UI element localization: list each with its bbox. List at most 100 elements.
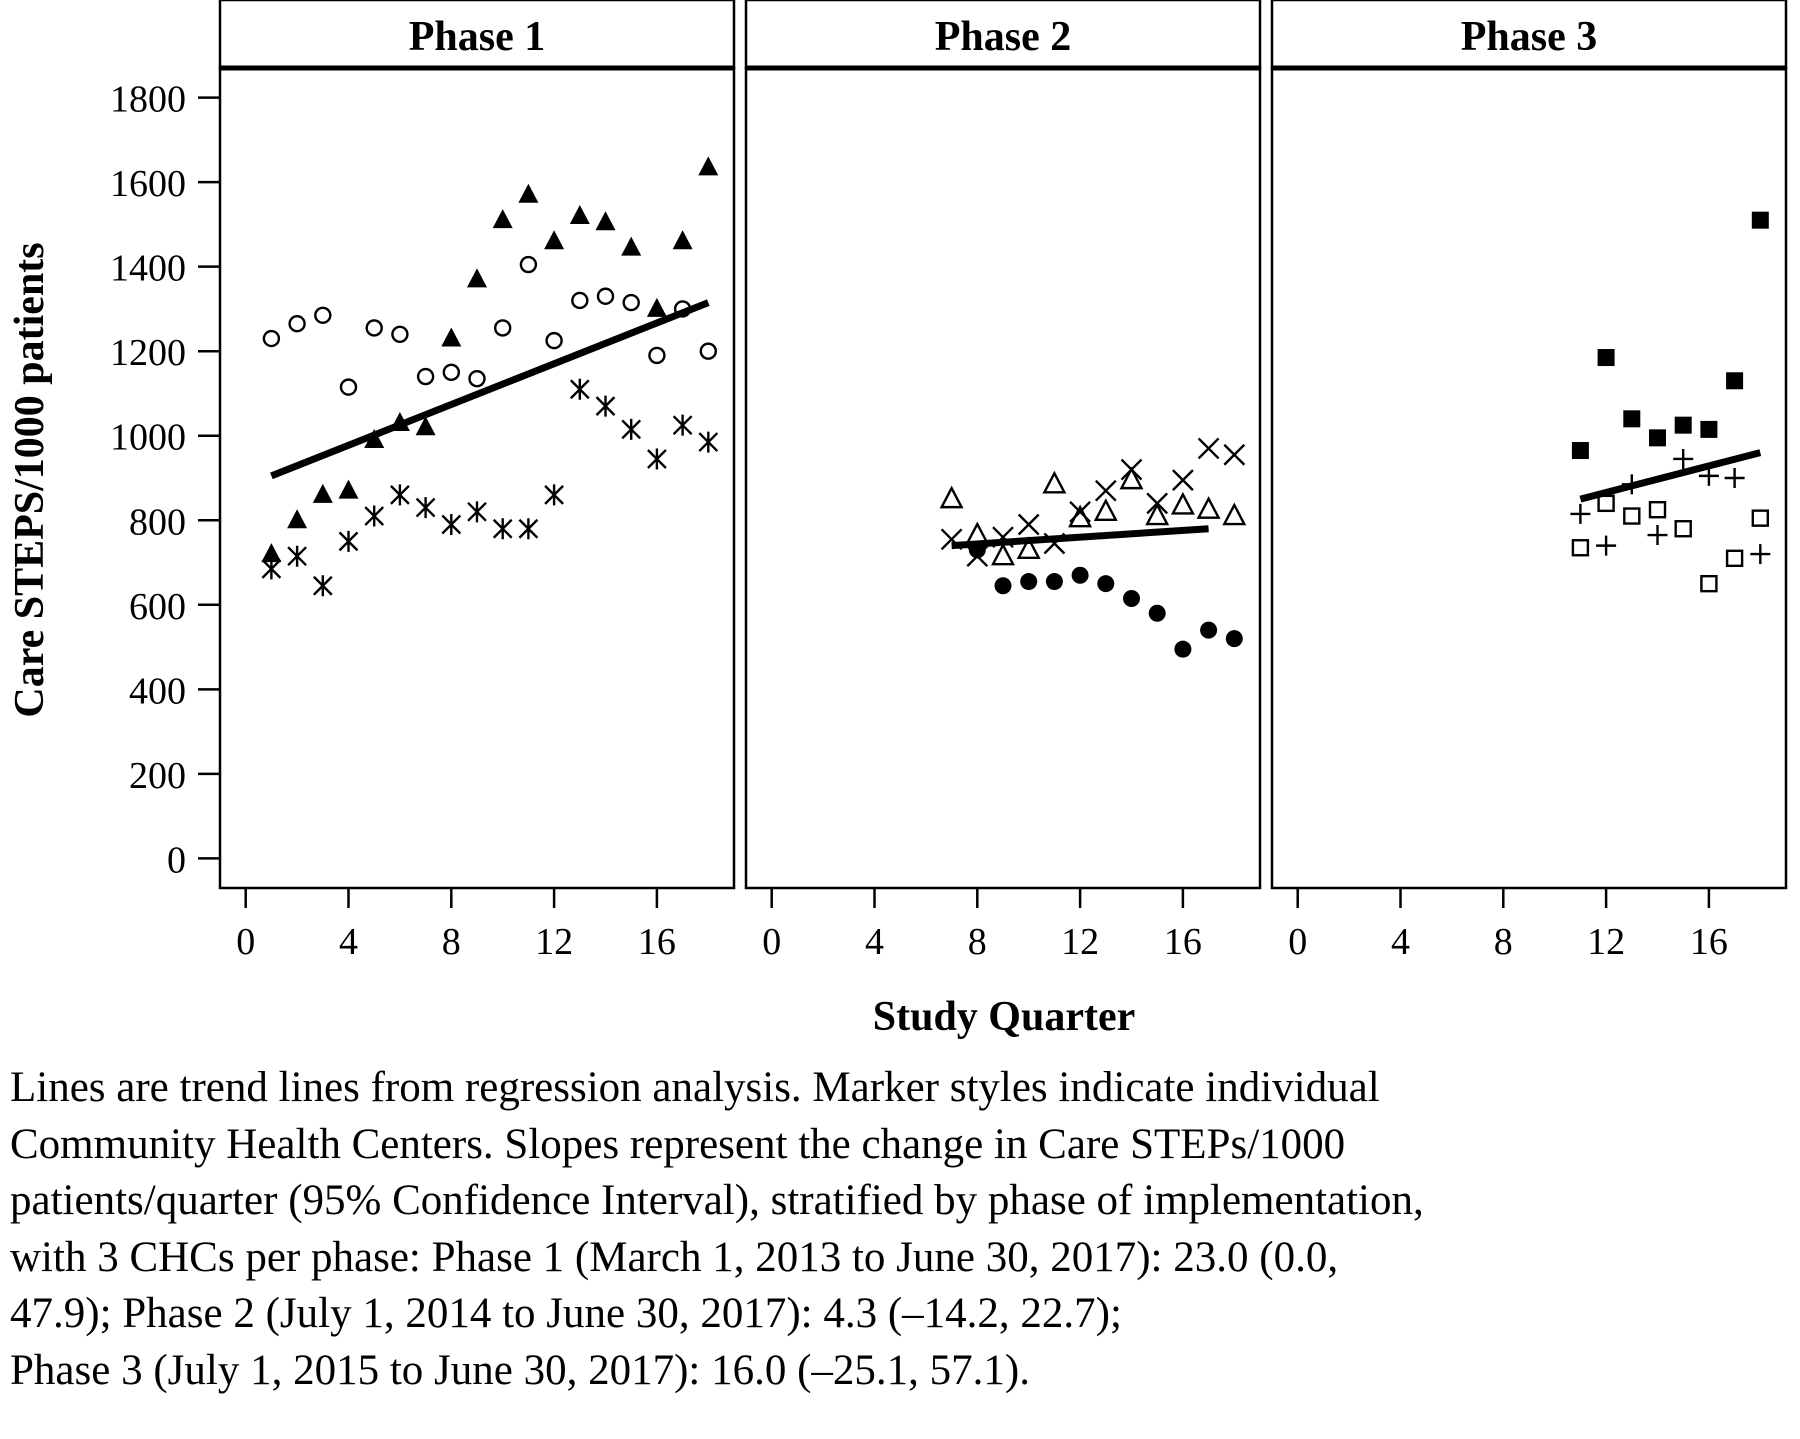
data-point: [1597, 494, 1615, 513]
data-point: [595, 395, 616, 417]
data-point: [1196, 496, 1221, 519]
x-axis-title: Study Quarter: [873, 994, 1136, 1040]
data-point: [1648, 501, 1667, 519]
data-point: [338, 530, 359, 552]
y-tick-label: 600: [129, 586, 186, 628]
data-point: [621, 236, 642, 256]
data-point: [518, 183, 539, 203]
series-plus: [1570, 448, 1771, 565]
data-point: [544, 484, 564, 506]
data-point: [261, 558, 282, 580]
data-point: [314, 306, 332, 324]
data-point: [287, 545, 307, 567]
y-tick-label: 800: [129, 501, 186, 543]
data-point: [1674, 416, 1692, 434]
data-point: [939, 485, 964, 509]
data-point: [1225, 630, 1243, 648]
data-point: [287, 509, 308, 529]
data-point: [1647, 525, 1668, 546]
data-point: [1223, 443, 1246, 466]
data-point: [467, 501, 487, 523]
data-point: [1145, 502, 1170, 526]
data-point: [647, 448, 667, 470]
y-axis-title: Care STEPS/1000 patients: [7, 242, 53, 717]
data-point: [1042, 470, 1067, 494]
data-point: [519, 255, 538, 274]
trend-line: [270, 299, 710, 480]
data-point: [1172, 469, 1194, 491]
panel-1: Phase 1 0 4 8 12 16: [218, 0, 736, 963]
data-point: [492, 518, 513, 540]
data-point: [441, 327, 462, 347]
panel-title-strip: [1270, 0, 1788, 70]
data-point: [1596, 535, 1617, 556]
data-point: [338, 479, 359, 499]
data-point: [391, 325, 409, 343]
panel-title: Phase 3: [1461, 14, 1598, 60]
y-tick-label: 1600: [110, 163, 186, 205]
x-tick-label: 0: [762, 921, 781, 963]
series-asterisk: [261, 378, 719, 597]
data-point: [1700, 574, 1718, 593]
y-axis: 0 200 400 600 800 1000 1200 1400 1600 1800: [110, 79, 220, 881]
data-point: [262, 329, 281, 348]
data-point: [595, 211, 616, 231]
data-point: [622, 293, 640, 312]
panel-title-strip: [744, 0, 1262, 70]
data-point: [596, 287, 615, 305]
data-point: [1649, 429, 1666, 447]
data-point: [1094, 479, 1117, 502]
data-point: [1170, 491, 1195, 515]
data-point: [441, 513, 462, 535]
data-point: [1071, 566, 1089, 584]
x-tick-label: 4: [1391, 921, 1410, 963]
panel-title: Phase 2: [935, 14, 1072, 60]
x-tick-label: 0: [236, 921, 255, 963]
data-point: [1750, 544, 1771, 565]
x-tick-label: 8: [968, 921, 987, 963]
data-point: [569, 204, 590, 224]
data-point: [1751, 509, 1770, 527]
data-point: [494, 319, 512, 337]
x-tick-label: 12: [1587, 921, 1625, 963]
series-open-triangle: [939, 466, 1247, 566]
x-tick-label: 4: [339, 921, 358, 963]
data-point: [339, 378, 358, 396]
panel-title: Phase 1: [409, 14, 546, 60]
panel-3: Phase 3 0 4 8 12 16: [1270, 0, 1788, 963]
series-filled-square: [1571, 211, 1769, 460]
data-point: [492, 209, 513, 229]
data-point: [672, 230, 693, 250]
y-tick-label: 400: [129, 670, 186, 712]
data-point: [1700, 420, 1718, 438]
y-tick-label: 1000: [110, 417, 186, 459]
data-point: [1597, 349, 1615, 367]
panel-2: Phase 2 0 4 8 12 16: [744, 0, 1262, 963]
data-point: [648, 346, 666, 365]
data-point: [312, 483, 333, 503]
data-point: [1120, 458, 1143, 481]
x-tick-label: 8: [442, 921, 461, 963]
x-tick-label: 4: [865, 921, 884, 963]
series-open-circle: [262, 255, 717, 396]
data-point: [518, 518, 539, 540]
y-tick-label: 1200: [110, 332, 186, 374]
chart-panels: Phase 1 0 4 8 12 16 Phase 2 0 4 8 12 16 Phase 3 0 4 8 12…: [218, 0, 1788, 963]
data-point: [1093, 498, 1118, 522]
data-point: [1017, 513, 1040, 536]
y-tick-label: 1400: [110, 248, 186, 290]
x-tick-label: 12: [1061, 921, 1099, 963]
data-point: [1174, 640, 1192, 658]
series-filled-triangle: [261, 156, 719, 563]
data-point: [1146, 492, 1169, 515]
data-point: [1751, 211, 1769, 229]
data-point: [698, 431, 719, 453]
panel-frame: [218, 66, 736, 890]
data-point: [312, 575, 333, 597]
data-point: [1673, 448, 1694, 469]
data-point: [1020, 573, 1038, 591]
trend-line: [951, 525, 1209, 550]
data-point: [467, 268, 487, 288]
series-open-square: [1571, 494, 1770, 593]
